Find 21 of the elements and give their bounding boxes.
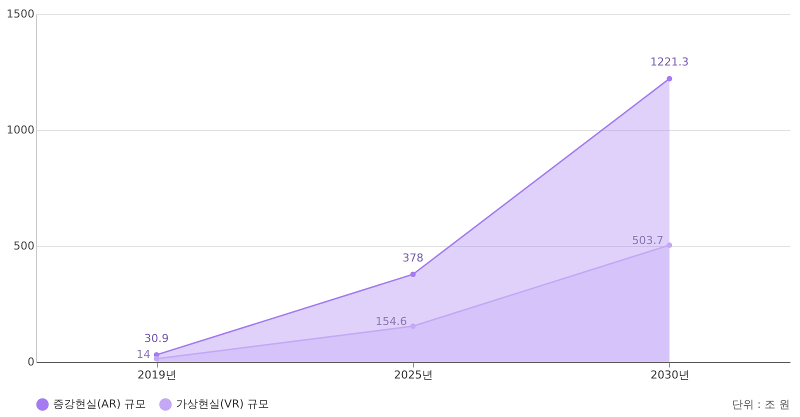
point — [410, 323, 416, 329]
legend-label: 증강현실(AR) 규모 — [53, 398, 146, 411]
x-tick-label: 2030년 — [650, 368, 690, 382]
x-tick-label: 2025년 — [394, 368, 433, 382]
data-label: 503.7 — [632, 234, 664, 248]
point — [410, 272, 416, 278]
y-tick-label: 1500 — [6, 8, 34, 20]
y-tick-label: 500 — [14, 240, 34, 252]
point — [666, 76, 672, 82]
data-label: 154.6 — [376, 315, 407, 328]
legend-label: 가상현실(VR) 규모 — [176, 398, 270, 411]
text: 단위 : 조 원 — [732, 398, 790, 411]
point — [154, 356, 160, 362]
point — [666, 242, 672, 248]
x-tick-label: 2019년 — [138, 368, 177, 382]
data-label: 1221.3 — [650, 56, 689, 69]
y-tick-label: 0 — [28, 356, 34, 368]
data-label: 30.9 — [144, 332, 169, 345]
data-label: 14 — [136, 348, 151, 361]
data-label: 378 — [402, 251, 424, 264]
y-tick-label: 1000 — [6, 124, 34, 136]
